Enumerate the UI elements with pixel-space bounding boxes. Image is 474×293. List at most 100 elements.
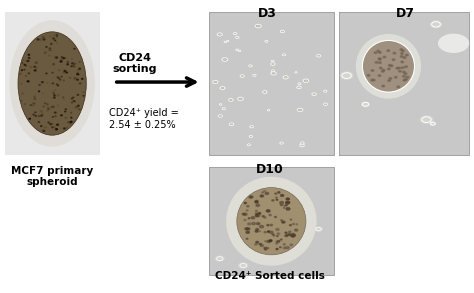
Circle shape	[66, 127, 68, 128]
Circle shape	[50, 124, 51, 125]
Circle shape	[288, 234, 290, 235]
Circle shape	[263, 91, 267, 93]
Circle shape	[292, 234, 295, 236]
Circle shape	[77, 79, 78, 80]
Circle shape	[280, 202, 283, 204]
Circle shape	[276, 243, 278, 244]
Ellipse shape	[226, 177, 317, 266]
Text: CD24
sorting: CD24 sorting	[113, 53, 157, 74]
Bar	[5, 12, 100, 155]
Circle shape	[298, 108, 303, 111]
Circle shape	[57, 105, 59, 106]
Circle shape	[72, 102, 73, 103]
Circle shape	[221, 57, 228, 62]
Circle shape	[259, 231, 260, 232]
Circle shape	[76, 107, 77, 108]
Circle shape	[43, 106, 44, 107]
Circle shape	[402, 76, 405, 77]
Circle shape	[406, 76, 409, 78]
Circle shape	[23, 60, 24, 61]
Circle shape	[43, 130, 45, 131]
Circle shape	[270, 224, 273, 226]
Circle shape	[255, 201, 258, 203]
Circle shape	[49, 55, 50, 56]
Circle shape	[217, 33, 223, 36]
Circle shape	[303, 79, 309, 82]
Circle shape	[48, 122, 49, 123]
Ellipse shape	[9, 20, 95, 147]
Circle shape	[296, 72, 297, 73]
Circle shape	[375, 62, 378, 63]
Circle shape	[290, 219, 292, 220]
Circle shape	[266, 41, 267, 42]
Circle shape	[272, 63, 274, 65]
Circle shape	[299, 109, 301, 111]
Circle shape	[286, 208, 290, 210]
Circle shape	[255, 244, 257, 245]
Circle shape	[43, 37, 44, 38]
Circle shape	[215, 255, 225, 262]
Circle shape	[316, 54, 321, 57]
Circle shape	[256, 241, 258, 243]
Circle shape	[72, 63, 73, 64]
Circle shape	[267, 248, 269, 249]
Circle shape	[248, 144, 250, 145]
Circle shape	[301, 145, 303, 146]
Circle shape	[401, 53, 403, 54]
Circle shape	[276, 241, 279, 242]
Circle shape	[259, 243, 262, 245]
Circle shape	[253, 74, 256, 76]
Circle shape	[219, 86, 226, 90]
Circle shape	[379, 62, 381, 64]
Circle shape	[49, 48, 51, 49]
Circle shape	[220, 87, 225, 90]
Circle shape	[239, 98, 242, 100]
Circle shape	[218, 114, 223, 118]
Circle shape	[38, 91, 39, 92]
Circle shape	[280, 142, 283, 144]
Circle shape	[218, 33, 222, 36]
Circle shape	[255, 213, 258, 214]
Circle shape	[41, 115, 42, 116]
Circle shape	[296, 86, 302, 89]
Circle shape	[229, 98, 233, 101]
Circle shape	[28, 57, 30, 58]
Circle shape	[265, 192, 269, 195]
Circle shape	[244, 213, 247, 215]
Circle shape	[314, 226, 323, 232]
Circle shape	[297, 86, 301, 89]
Circle shape	[60, 61, 62, 62]
Circle shape	[378, 58, 381, 59]
Circle shape	[54, 95, 55, 96]
Circle shape	[51, 107, 52, 108]
Circle shape	[50, 36, 51, 37]
Circle shape	[73, 64, 74, 65]
Circle shape	[298, 87, 300, 88]
Circle shape	[281, 195, 284, 196]
Circle shape	[286, 198, 289, 200]
Circle shape	[77, 73, 79, 74]
Bar	[339, 12, 469, 155]
Bar	[209, 167, 334, 275]
Circle shape	[272, 234, 274, 235]
Circle shape	[280, 239, 282, 240]
Circle shape	[55, 112, 56, 113]
Circle shape	[276, 229, 279, 231]
Circle shape	[63, 80, 64, 81]
Circle shape	[390, 65, 393, 67]
Circle shape	[394, 76, 397, 78]
Circle shape	[52, 72, 53, 73]
Circle shape	[269, 214, 271, 216]
Circle shape	[230, 124, 233, 125]
Circle shape	[404, 73, 407, 74]
Circle shape	[298, 83, 301, 85]
Circle shape	[47, 107, 48, 108]
Circle shape	[276, 197, 277, 198]
Circle shape	[249, 135, 253, 138]
Circle shape	[256, 223, 260, 225]
Circle shape	[281, 30, 284, 33]
Circle shape	[281, 142, 283, 144]
Circle shape	[47, 110, 48, 111]
Circle shape	[246, 210, 248, 211]
Circle shape	[265, 40, 268, 42]
